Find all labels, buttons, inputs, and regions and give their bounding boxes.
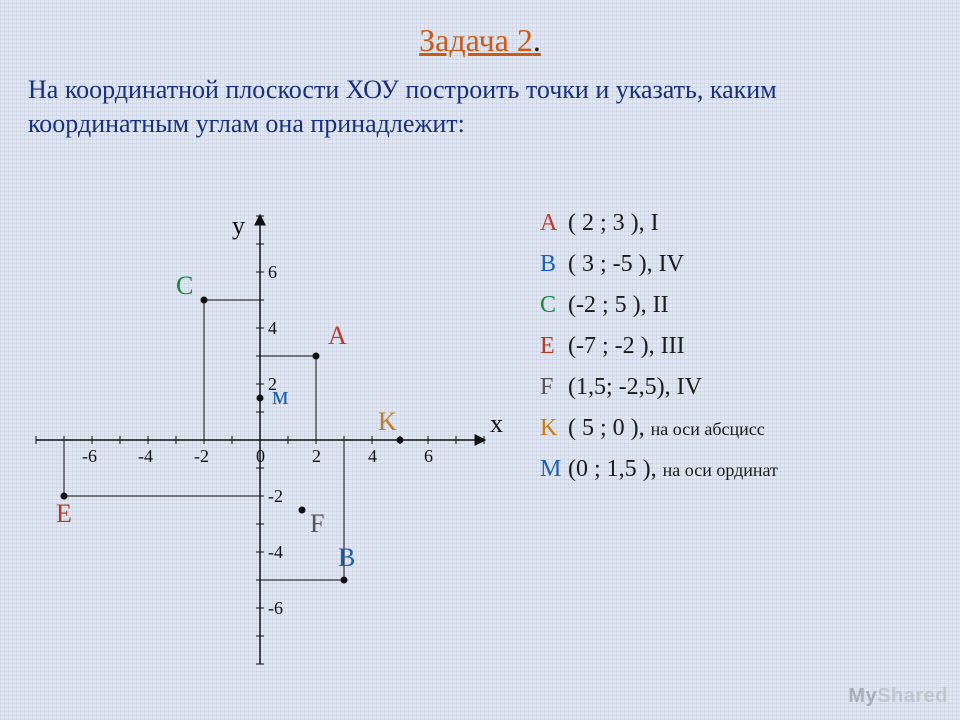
answer-row: F (1,5; -2,5), IV bbox=[540, 374, 778, 401]
point-label: C bbox=[176, 271, 193, 300]
point-label: A bbox=[328, 321, 347, 350]
y-axis-label: y bbox=[232, 211, 245, 240]
answer-row: K ( 5 ; 0 ), на оси абсцисс bbox=[540, 415, 778, 442]
answer-row: E (-7 ; -2 ), III bbox=[540, 333, 778, 360]
x-tick-label: -6 bbox=[82, 446, 97, 466]
point-label: F bbox=[310, 509, 324, 538]
answer-row: M (0 ; 1,5 ), на оси ординат bbox=[540, 456, 778, 483]
slide-title: Задача 2. bbox=[0, 0, 960, 59]
y-tick-label: -6 bbox=[268, 598, 283, 618]
watermark: MyShared bbox=[848, 685, 948, 708]
answer-row: B ( 3 ; -5 ), IV bbox=[540, 251, 778, 278]
point-letter: F bbox=[540, 374, 562, 401]
answer-row: C (-2 ; 5 ), II bbox=[540, 292, 778, 319]
task-prompt: На координатной плоскости ХОУ построить … bbox=[28, 73, 932, 141]
x-axis-label: x bbox=[490, 409, 503, 438]
plot-point bbox=[397, 437, 404, 444]
point-letter: K bbox=[540, 415, 562, 442]
plot-point bbox=[313, 353, 320, 360]
point-letter: A bbox=[540, 210, 562, 237]
answer-row: A ( 2 ; 3 ), I bbox=[540, 210, 778, 237]
x-tick-label: -4 bbox=[138, 446, 153, 466]
plot-point bbox=[299, 507, 306, 514]
point-letter: B bbox=[540, 251, 562, 278]
y-tick-label: -2 bbox=[268, 486, 283, 506]
point-letter: C bbox=[540, 292, 562, 319]
title-dot: . bbox=[533, 22, 541, 58]
coordinate-plane: xy-6-4-20246-6-4-2246ABCEFKм bbox=[20, 170, 520, 710]
y-tick-label: -4 bbox=[268, 542, 283, 562]
x-tick-label: 6 bbox=[424, 446, 433, 466]
x-tick-label: 2 bbox=[312, 446, 321, 466]
y-tick-label: 4 bbox=[268, 318, 277, 338]
point-letter: E bbox=[540, 333, 562, 360]
point-label: K bbox=[378, 407, 397, 436]
point-label: E bbox=[56, 499, 72, 528]
x-tick-label: 4 bbox=[368, 446, 377, 466]
watermark-left: My bbox=[848, 685, 877, 707]
plot-point bbox=[341, 577, 348, 584]
y-tick-label: 6 bbox=[268, 262, 277, 282]
plot-point bbox=[257, 395, 264, 402]
answers-list: A ( 2 ; 3 ), I B ( 3 ; -5 ), IV C (-2 ; 5 … bbox=[540, 210, 778, 497]
point-label: м bbox=[272, 381, 288, 410]
title-text: Задача 2 bbox=[419, 22, 533, 58]
plot-point bbox=[201, 297, 208, 304]
point-letter: M bbox=[540, 456, 562, 483]
point-label: B bbox=[338, 543, 355, 572]
x-tick-label: 0 bbox=[256, 446, 265, 466]
x-tick-label: -2 bbox=[194, 446, 209, 466]
watermark-right: Shared bbox=[877, 685, 948, 707]
